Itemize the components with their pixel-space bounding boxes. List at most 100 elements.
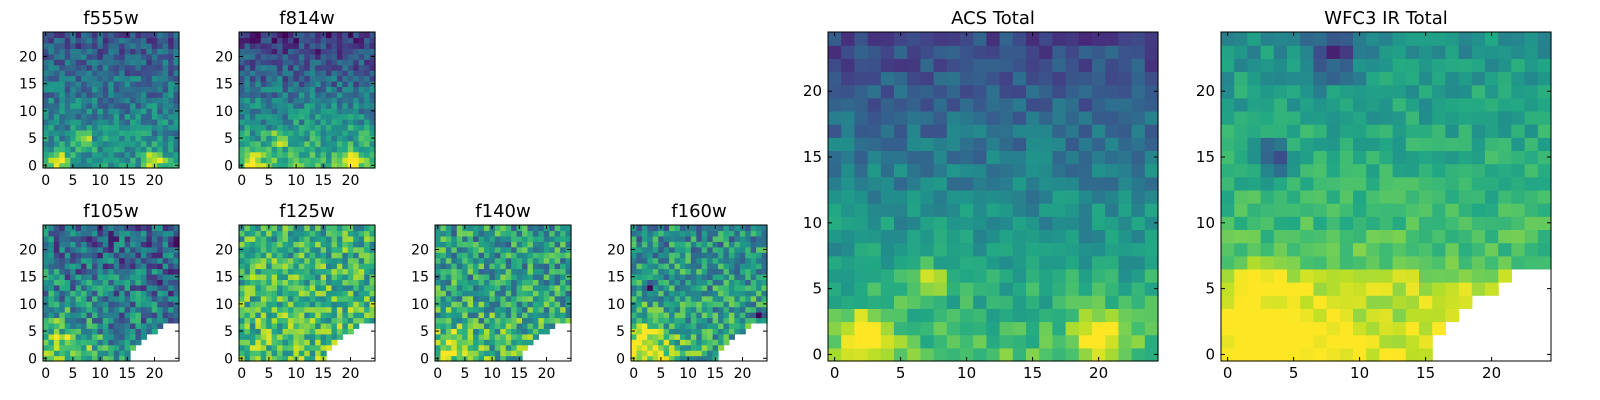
heatmap-cell	[277, 59, 284, 66]
heatmap-cell	[260, 306, 267, 313]
heatmap-cell	[157, 252, 164, 259]
heatmap-cell	[511, 306, 518, 313]
heatmap-cell	[718, 257, 725, 264]
heatmap-cell	[255, 53, 262, 60]
heatmap-cell	[48, 75, 55, 82]
heatmap-cell	[282, 75, 289, 82]
heatmap-cell	[1247, 58, 1262, 73]
heatmap-cell	[43, 263, 50, 270]
heatmap-cell	[347, 306, 354, 313]
heatmap-cell	[728, 317, 735, 324]
heatmap-cell	[933, 71, 948, 86]
heatmap-cell	[102, 306, 109, 313]
heatmap-cell	[64, 32, 71, 39]
heatmap-cell	[320, 151, 327, 158]
heatmap-cell	[130, 225, 137, 232]
heatmap-cell	[173, 64, 180, 71]
heatmap-cell	[113, 322, 120, 329]
heatmap-cell	[1405, 255, 1420, 270]
heatmap-cell	[304, 91, 311, 98]
heatmap-cell	[353, 241, 360, 248]
heatmap-cell	[320, 42, 327, 49]
heatmap-cell	[277, 129, 284, 136]
heatmap-cell	[1144, 97, 1159, 112]
heatmap-cell	[701, 268, 708, 275]
heatmap-cell	[119, 322, 126, 329]
heatmap-cell	[467, 301, 474, 308]
heatmap-cell	[331, 328, 338, 335]
heatmap-cell	[1144, 45, 1159, 59]
heatmap-cell	[1012, 321, 1027, 336]
heatmap-cell	[260, 102, 267, 109]
heatmap-cell	[1485, 189, 1499, 204]
heatmap-cell	[1092, 203, 1106, 217]
heatmap-cell	[271, 235, 278, 242]
heatmap-cell	[631, 312, 638, 319]
heatmap-cell	[565, 306, 572, 313]
heatmap-cell	[48, 64, 55, 71]
heatmap-cell	[162, 151, 169, 158]
heatmap-cell	[669, 295, 676, 302]
heatmap-cell	[467, 257, 474, 264]
heatmap-cell	[718, 235, 725, 242]
heatmap-cell	[1485, 282, 1499, 296]
heatmap-cell	[287, 273, 294, 280]
heatmap-cell	[1039, 71, 1053, 86]
heatmap-cell	[102, 97, 109, 104]
heatmap-cell	[130, 129, 137, 136]
heatmap-cell	[320, 64, 327, 71]
heatmap-cell	[500, 355, 507, 362]
heatmap-cell	[260, 140, 267, 147]
heatmap-cell	[1300, 176, 1314, 191]
heatmap-cell	[1392, 137, 1407, 152]
heatmap-cell	[440, 257, 447, 264]
heatmap-cell	[309, 295, 316, 302]
heatmap-cell	[999, 84, 1014, 99]
heatmap-cell	[1471, 282, 1486, 296]
heatmap-cell	[445, 279, 452, 286]
heatmap-cell	[102, 37, 109, 44]
heatmap-cell	[75, 70, 82, 77]
heatmap-cell	[907, 45, 921, 59]
heatmap-cell	[854, 321, 869, 336]
heatmap-cell	[75, 350, 82, 357]
heatmap-cell	[1379, 334, 1394, 349]
heatmap-cell	[1300, 163, 1314, 178]
heatmap-cell	[353, 246, 360, 253]
heatmap-cell	[331, 273, 338, 280]
heatmap-cell	[293, 151, 300, 158]
heatmap-cell	[1234, 97, 1248, 112]
heatmap-cell	[1432, 229, 1446, 244]
heatmap-cell	[1247, 32, 1262, 46]
heatmap-cell	[331, 86, 338, 93]
heatmap-cell	[750, 312, 757, 319]
heatmap-cell	[124, 257, 131, 264]
heatmap-cell	[255, 350, 262, 357]
heatmap-cell	[331, 102, 338, 109]
heatmap-cell	[298, 42, 305, 49]
heatmap-cell	[1247, 216, 1262, 230]
heatmap-cell	[701, 333, 708, 340]
heatmap-cell	[1052, 203, 1067, 217]
heatmap-cell	[59, 317, 66, 324]
heatmap-cell	[973, 242, 987, 257]
heatmap-cell	[1118, 32, 1133, 46]
heatmap-cell	[745, 301, 752, 308]
heatmap-cell	[1039, 163, 1053, 178]
heatmap-cell	[140, 32, 147, 39]
heatmap-cell	[707, 328, 714, 335]
heatmap-cell	[91, 70, 98, 77]
heatmap-cell	[81, 42, 88, 49]
heatmap-cell	[97, 53, 104, 60]
heatmap-cell	[750, 284, 757, 291]
heatmap-cell	[483, 295, 490, 302]
heatmap-cell	[1313, 295, 1328, 309]
heatmap-cell	[70, 339, 77, 346]
x-tick-label: 0	[629, 366, 638, 382]
heatmap-cell	[64, 124, 71, 131]
heatmap-cell	[1065, 97, 1080, 112]
heatmap-cell	[168, 119, 175, 126]
heatmap-cell	[1105, 163, 1119, 178]
heatmap-cell	[505, 350, 512, 357]
heatmap-cell	[723, 235, 730, 242]
